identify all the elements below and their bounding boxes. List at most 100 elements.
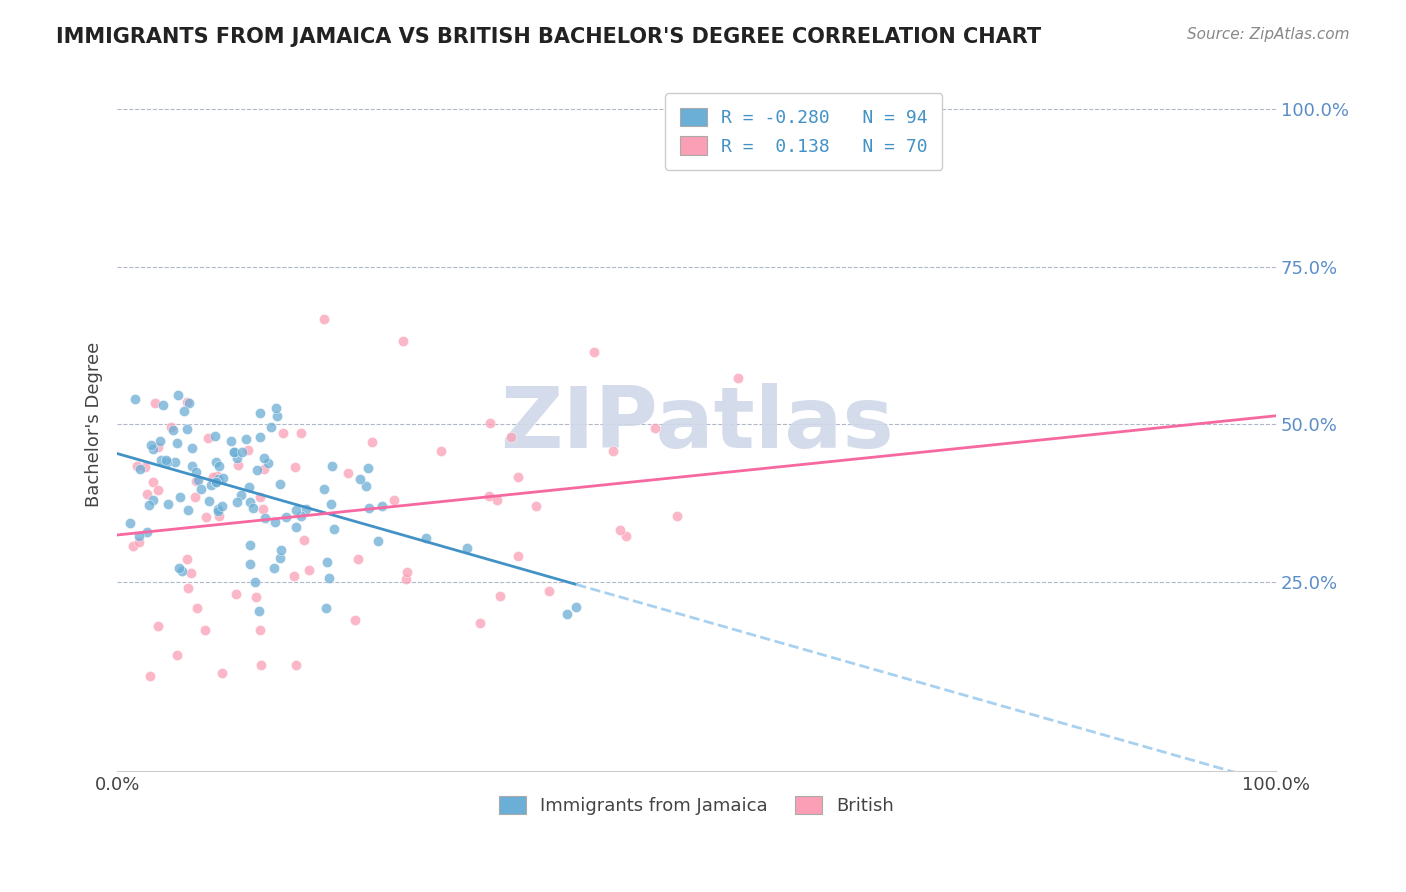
Point xyxy=(187,473,209,487)
Text: IMMIGRANTS FROM JAMAICA VS BRITISH BACHELOR'S DEGREE CORRELATION CHART: IMMIGRANTS FROM JAMAICA VS BRITISH BACHE… xyxy=(56,27,1042,46)
Point xyxy=(186,601,208,615)
Point xyxy=(242,501,264,516)
Point xyxy=(415,531,437,545)
Point xyxy=(226,458,249,472)
Point xyxy=(298,563,321,577)
Point xyxy=(138,498,160,512)
Point xyxy=(344,613,367,627)
Point xyxy=(176,551,198,566)
Point xyxy=(276,509,298,524)
Point xyxy=(271,426,294,441)
Point xyxy=(430,444,453,458)
Point xyxy=(356,461,378,475)
Point xyxy=(292,533,315,547)
Point xyxy=(169,490,191,504)
Point xyxy=(322,522,344,536)
Point xyxy=(263,560,285,574)
Point xyxy=(501,430,523,444)
Point xyxy=(239,557,262,571)
Point xyxy=(184,474,207,488)
Point xyxy=(235,432,257,446)
Point xyxy=(456,541,478,556)
Point xyxy=(253,462,276,476)
Point xyxy=(225,450,247,465)
Point xyxy=(146,483,169,497)
Point xyxy=(180,566,202,580)
Point xyxy=(204,455,226,469)
Point xyxy=(252,450,274,465)
Point xyxy=(134,459,156,474)
Point xyxy=(184,466,207,480)
Point xyxy=(221,434,243,449)
Point xyxy=(252,502,274,516)
Point xyxy=(128,529,150,543)
Point xyxy=(205,475,228,489)
Point xyxy=(337,467,360,481)
Point xyxy=(177,503,200,517)
Point xyxy=(211,666,233,681)
Text: ZIPatlas: ZIPatlas xyxy=(499,383,893,466)
Point xyxy=(246,463,269,477)
Point xyxy=(354,479,377,493)
Point xyxy=(149,434,172,448)
Point xyxy=(314,482,336,496)
Point xyxy=(207,502,229,516)
Point xyxy=(357,501,380,516)
Point xyxy=(312,312,335,326)
Text: Source: ZipAtlas.com: Source: ZipAtlas.com xyxy=(1187,27,1350,42)
Point xyxy=(478,489,501,503)
Point xyxy=(135,487,157,501)
Point xyxy=(138,669,160,683)
Point xyxy=(135,524,157,539)
Point xyxy=(176,422,198,436)
Point xyxy=(347,552,370,566)
Point xyxy=(538,583,561,598)
Point xyxy=(371,500,394,514)
Legend: Immigrants from Jamaica, British: Immigrants from Jamaica, British xyxy=(489,787,904,824)
Point xyxy=(270,542,292,557)
Point xyxy=(124,392,146,406)
Point xyxy=(121,540,143,554)
Point xyxy=(184,490,207,504)
Point xyxy=(284,460,307,475)
Point xyxy=(236,442,259,457)
Point xyxy=(269,551,291,566)
Point xyxy=(285,658,308,673)
Point xyxy=(142,442,165,456)
Point xyxy=(295,501,318,516)
Point xyxy=(127,458,149,473)
Point xyxy=(177,395,200,409)
Point xyxy=(165,455,187,469)
Point xyxy=(150,453,173,467)
Point xyxy=(290,425,312,440)
Point xyxy=(155,455,177,469)
Point xyxy=(602,443,624,458)
Point xyxy=(285,502,308,516)
Point xyxy=(139,438,162,452)
Point xyxy=(120,516,142,530)
Point xyxy=(583,345,606,359)
Point xyxy=(239,538,262,552)
Point xyxy=(177,581,200,595)
Point xyxy=(266,409,288,424)
Point xyxy=(173,404,195,418)
Point xyxy=(159,419,181,434)
Point xyxy=(167,388,190,402)
Point xyxy=(142,475,165,489)
Point xyxy=(250,658,273,673)
Point xyxy=(208,458,231,473)
Point xyxy=(225,495,247,509)
Point xyxy=(478,416,501,430)
Point xyxy=(162,424,184,438)
Point xyxy=(225,587,247,601)
Point xyxy=(367,534,389,549)
Point xyxy=(229,488,252,502)
Point xyxy=(146,618,169,632)
Point xyxy=(193,623,215,637)
Point xyxy=(238,480,260,494)
Point xyxy=(142,493,165,508)
Point xyxy=(283,569,305,583)
Point xyxy=(128,461,150,475)
Point xyxy=(264,401,287,415)
Point xyxy=(644,421,666,435)
